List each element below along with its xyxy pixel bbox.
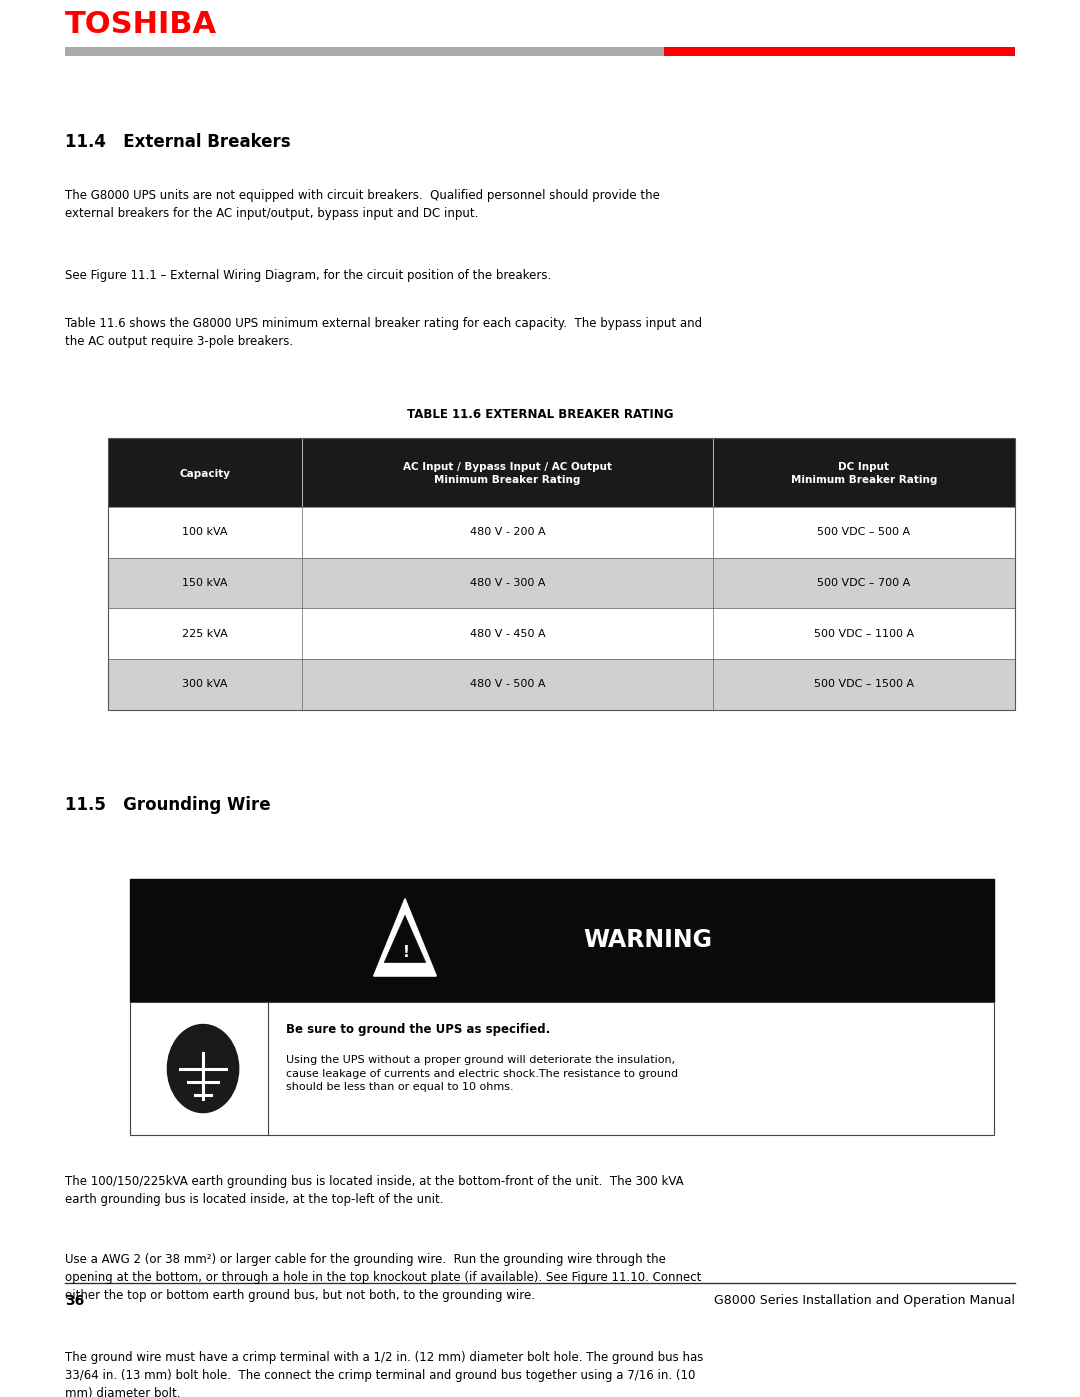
Text: The G8000 UPS units are not equipped with circuit breakers.  Qualified personnel: The G8000 UPS units are not equipped wit… [65, 190, 660, 221]
Text: 480 V - 450 A: 480 V - 450 A [470, 629, 545, 638]
Polygon shape [664, 46, 1015, 56]
Text: 100 kVA: 100 kVA [183, 527, 228, 538]
Text: Using the UPS without a proper ground will deteriorate the insulation,
cause lea: Using the UPS without a proper ground wi… [286, 1055, 678, 1092]
Text: 480 V - 200 A: 480 V - 200 A [470, 527, 545, 538]
Bar [108, 608, 1015, 659]
Text: TABLE 11.6 EXTERNAL BREAKER RATING: TABLE 11.6 EXTERNAL BREAKER RATING [407, 408, 673, 422]
Polygon shape [384, 915, 426, 963]
Text: 300 kVA: 300 kVA [183, 679, 228, 689]
Text: 500 VDC – 1500 A: 500 VDC – 1500 A [814, 679, 914, 689]
Text: AC Input / Bypass Input / AC Output
Minimum Breaker Rating: AC Input / Bypass Input / AC Output Mini… [403, 462, 612, 485]
Text: Use a AWG 2 (or 38 mm²) or larger cable for the grounding wire.  Run the groundi: Use a AWG 2 (or 38 mm²) or larger cable … [65, 1253, 701, 1302]
Text: 500 VDC – 700 A: 500 VDC – 700 A [818, 578, 910, 588]
Text: 480 V - 500 A: 480 V - 500 A [470, 679, 545, 689]
Text: 500 VDC – 1100 A: 500 VDC – 1100 A [814, 629, 914, 638]
Text: 480 V - 300 A: 480 V - 300 A [470, 578, 545, 588]
Text: 225 kVA: 225 kVA [183, 629, 228, 638]
Bar [130, 879, 994, 1002]
Text: The ground wire must have a crimp terminal with a 1/2 in. (12 mm) diameter bolt : The ground wire must have a crimp termin… [65, 1351, 703, 1397]
Text: Table 11.6 shows the G8000 UPS minimum external breaker rating for each capacity: Table 11.6 shows the G8000 UPS minimum e… [65, 317, 702, 348]
Bar [108, 557, 1015, 608]
Text: 500 VDC – 500 A: 500 VDC – 500 A [818, 527, 910, 538]
Text: 150 kVA: 150 kVA [183, 578, 228, 588]
Circle shape [167, 1024, 239, 1112]
Text: WARNING: WARNING [583, 929, 713, 953]
Bar [108, 437, 1015, 710]
Text: 11.4   External Breakers: 11.4 External Breakers [65, 133, 291, 151]
Text: TOSHIBA: TOSHIBA [65, 10, 217, 39]
Text: Capacity: Capacity [179, 468, 231, 479]
Polygon shape [65, 46, 751, 56]
Bar [108, 507, 1015, 557]
Text: See Figure 11.1 – External Wiring Diagram, for the circuit position of the break: See Figure 11.1 – External Wiring Diagra… [65, 270, 551, 282]
Text: 11.5   Grounding Wire: 11.5 Grounding Wire [65, 796, 270, 814]
Bar [108, 659, 1015, 710]
Text: DC Input
Minimum Breaker Rating: DC Input Minimum Breaker Rating [791, 462, 937, 485]
Text: The 100/150/225kVA earth grounding bus is located inside, at the bottom-front of: The 100/150/225kVA earth grounding bus i… [65, 1175, 684, 1206]
Text: !: ! [403, 944, 409, 960]
Text: G8000 Series Installation and Operation Manual: G8000 Series Installation and Operation … [714, 1294, 1015, 1308]
Text: Be sure to ground the UPS as specified.: Be sure to ground the UPS as specified. [286, 1023, 551, 1037]
Text: 36: 36 [65, 1294, 84, 1308]
Bar [108, 437, 1015, 507]
Bar [130, 1002, 994, 1136]
Polygon shape [374, 898, 436, 977]
